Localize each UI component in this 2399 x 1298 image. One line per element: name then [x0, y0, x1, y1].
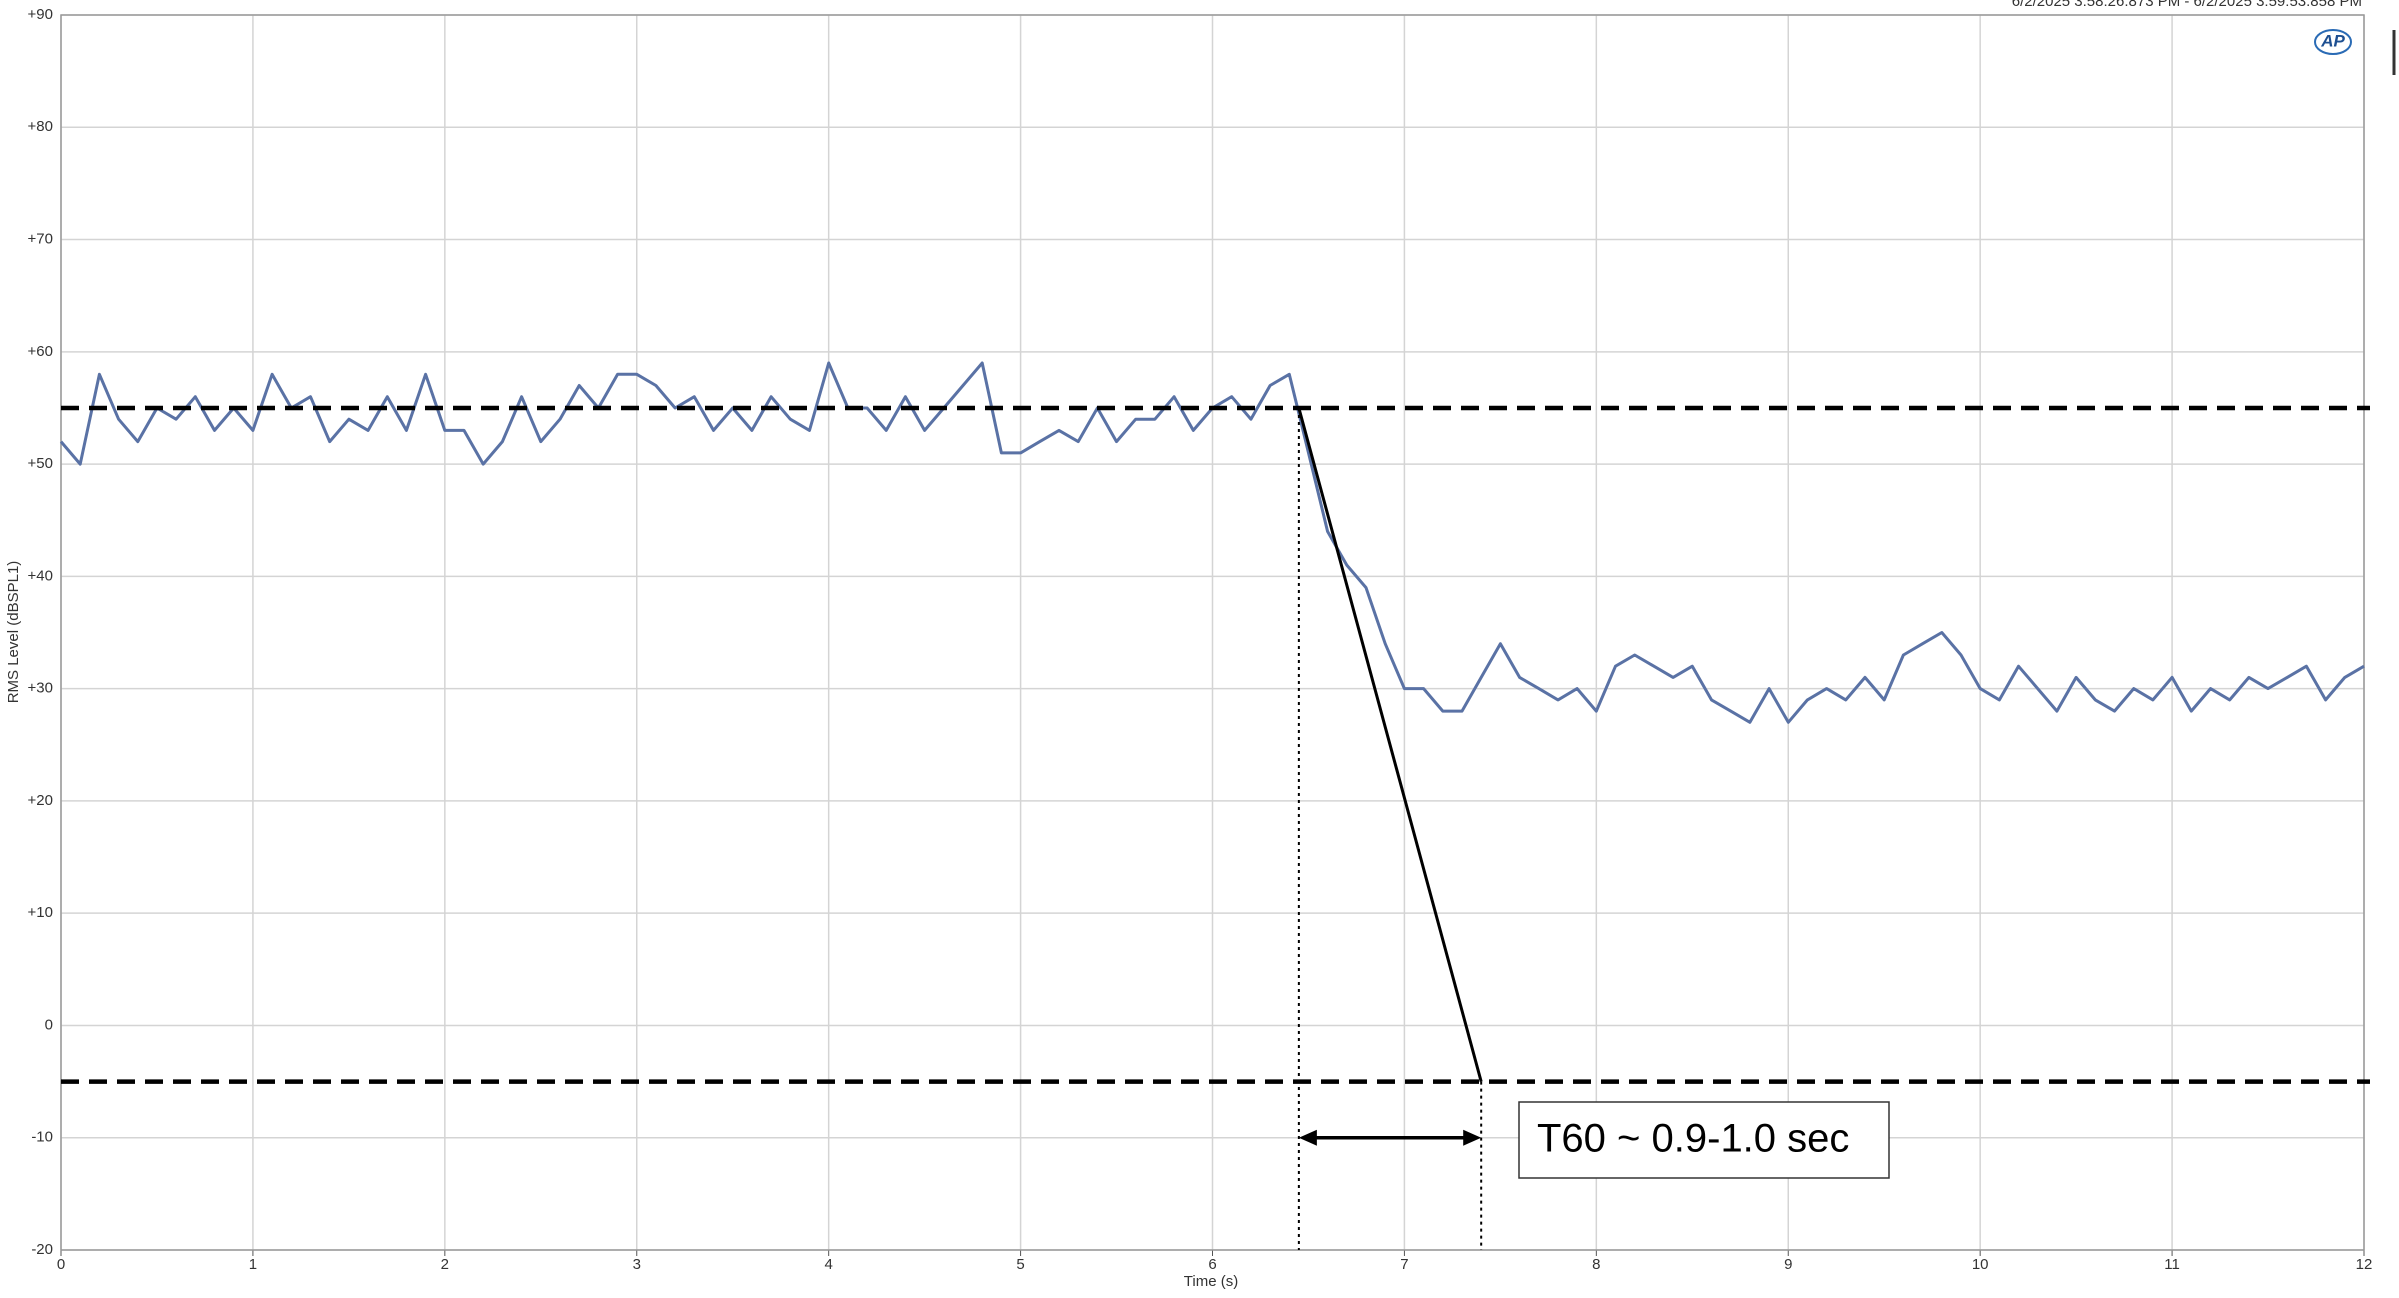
x-tick-label: 1 — [249, 1256, 257, 1273]
y-tick-label: +30 — [28, 680, 53, 697]
y-tick-label: +80 — [28, 118, 53, 135]
x-tick-label: 6 — [1208, 1256, 1216, 1273]
annotation: T60 ~ 0.9-1.0 sec — [1537, 1117, 1849, 1161]
arrow-head — [1463, 1129, 1482, 1146]
x-tick-label: 2 — [441, 1256, 449, 1273]
x-tick-label: 3 — [633, 1256, 641, 1273]
x-tick-label: 7 — [1400, 1256, 1408, 1273]
x-tick-label: 5 — [1016, 1256, 1024, 1273]
y-tick-label: +60 — [28, 343, 53, 360]
arrow-head — [1298, 1129, 1317, 1146]
y-tick-label: +50 — [28, 455, 53, 472]
logo: AP — [2320, 31, 2345, 50]
plot-frame — [60, 14, 2365, 1251]
x-tick-label: 10 — [1972, 1256, 1989, 1273]
y-tick-label: +70 — [28, 231, 53, 248]
y-tick-label: +20 — [28, 792, 53, 809]
decay-fit — [1297, 407, 1483, 1082]
x-tick-label: 8 — [1592, 1256, 1600, 1273]
y-tick-label: +10 — [28, 904, 53, 921]
x-tick-label: 4 — [824, 1256, 832, 1273]
x-tick-label: 11 — [2164, 1256, 2180, 1273]
y-tick-label: +40 — [28, 567, 53, 584]
y-axis-label: RMS Level (dBSPL1) — [5, 561, 22, 704]
x-axis-label: Time (s) — [1184, 1273, 1238, 1290]
annotation-box — [1518, 1101, 1890, 1179]
y-tick-label: -10 — [31, 1129, 53, 1146]
logo-ring — [2314, 29, 2352, 55]
x-tick-label: 0 — [57, 1256, 65, 1273]
y-tick-label: -20 — [31, 1241, 53, 1258]
x-tick-label: 12 — [2356, 1256, 2373, 1273]
y-tick-label: 0 — [45, 1016, 53, 1033]
x-tick-label: 9 — [1784, 1256, 1792, 1273]
timestamp: 6/2/2025 3:58:26.873 PM - 6/2/2025 3:59:… — [2012, 0, 2362, 10]
y-tick-label: +90 — [28, 6, 53, 23]
